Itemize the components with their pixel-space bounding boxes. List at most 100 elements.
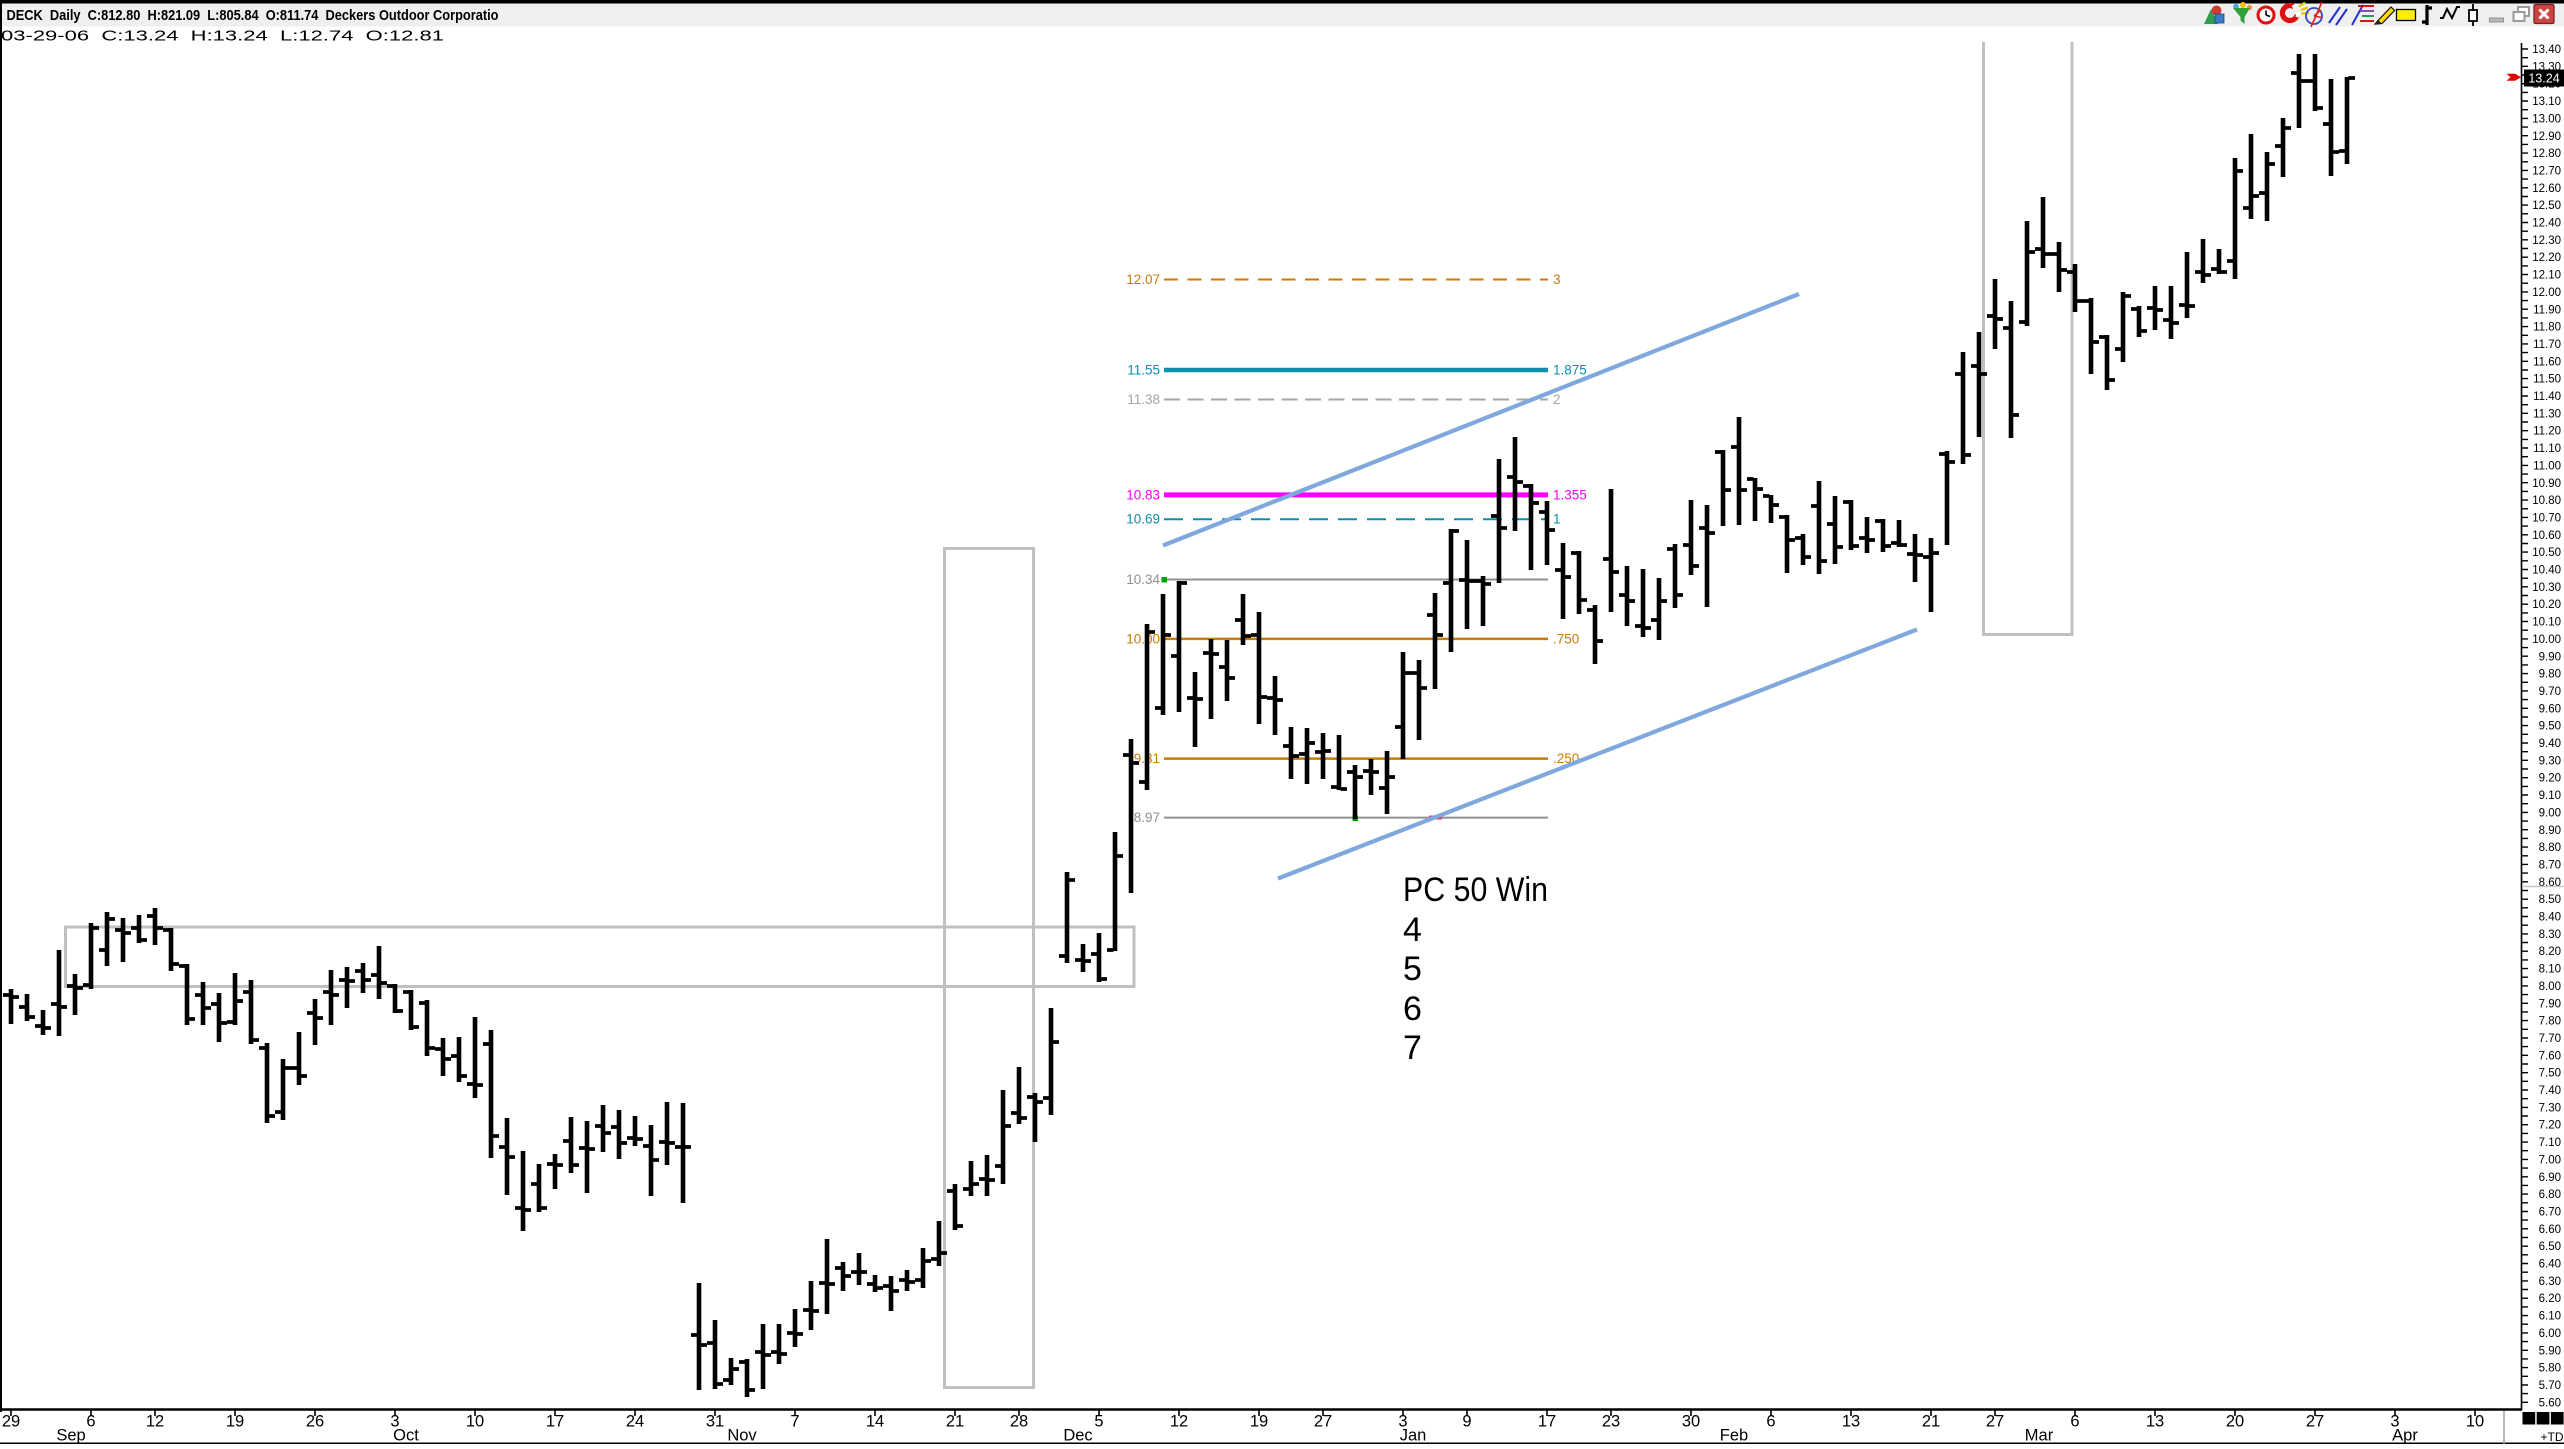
- svg-text:8.30: 8.30: [2539, 929, 2561, 941]
- svg-text:7.90: 7.90: [2539, 998, 2561, 1010]
- svg-text:9.30: 9.30: [2539, 755, 2561, 767]
- svg-text:10.30: 10.30: [2532, 582, 2561, 594]
- svg-text:11.80: 11.80: [2533, 322, 2561, 334]
- svg-text:7.50: 7.50: [2539, 1068, 2561, 1080]
- svg-text:6.00: 6.00: [2539, 1328, 2561, 1340]
- svg-text:Dec: Dec: [1063, 1427, 1092, 1445]
- svg-text:12.40: 12.40: [2532, 218, 2561, 230]
- svg-text:5.70: 5.70: [2539, 1380, 2561, 1392]
- svg-text:3: 3: [2390, 1413, 2399, 1431]
- svg-text:13.10: 13.10: [2532, 96, 2561, 108]
- svg-text:6.90: 6.90: [2539, 1172, 2561, 1184]
- svg-text:12.10: 12.10: [2532, 270, 2561, 282]
- svg-text:21: 21: [1922, 1413, 1940, 1431]
- svg-text:8.10: 8.10: [2539, 964, 2561, 976]
- svg-text:31: 31: [706, 1413, 724, 1431]
- svg-text:.750: .750: [1553, 631, 1579, 646]
- svg-text:10.34: 10.34: [1126, 572, 1160, 587]
- svg-text:21: 21: [946, 1413, 964, 1431]
- svg-text:12.07: 12.07: [1126, 272, 1160, 287]
- svg-text:13: 13: [1842, 1413, 1860, 1431]
- svg-text:Sep: Sep: [56, 1427, 85, 1445]
- svg-text:9: 9: [1462, 1413, 1471, 1431]
- svg-text:8.00: 8.00: [2539, 981, 2561, 993]
- svg-text:7.60: 7.60: [2539, 1050, 2561, 1062]
- svg-text:Oct: Oct: [393, 1427, 419, 1445]
- svg-text:7.30: 7.30: [2539, 1102, 2561, 1114]
- svg-text:12.70: 12.70: [2532, 166, 2561, 178]
- svg-text:7: 7: [790, 1413, 799, 1431]
- svg-text:9.90: 9.90: [2539, 651, 2561, 663]
- svg-text:11.10: 11.10: [2533, 443, 2561, 455]
- svg-text:9.40: 9.40: [2539, 738, 2561, 750]
- svg-text:12.90: 12.90: [2532, 131, 2561, 143]
- svg-text:7.70: 7.70: [2539, 1033, 2561, 1045]
- svg-text:10.70: 10.70: [2532, 513, 2561, 525]
- svg-text:8.97: 8.97: [1134, 810, 1160, 825]
- svg-text:11.60: 11.60: [2533, 356, 2561, 368]
- svg-text:6.30: 6.30: [2539, 1276, 2561, 1288]
- svg-text:Jan: Jan: [1400, 1427, 1427, 1445]
- svg-text:10.40: 10.40: [2532, 565, 2561, 577]
- svg-text:Mar: Mar: [2025, 1427, 2054, 1445]
- svg-text:26: 26: [306, 1413, 324, 1431]
- svg-text:10.69: 10.69: [1126, 512, 1160, 527]
- svg-text:9.20: 9.20: [2539, 773, 2561, 785]
- svg-text:11.55: 11.55: [1127, 363, 1160, 378]
- svg-text:11.40: 11.40: [2533, 391, 2561, 403]
- svg-text:8.90: 8.90: [2539, 825, 2561, 837]
- svg-text:9.80: 9.80: [2539, 669, 2561, 681]
- svg-text:6: 6: [2070, 1413, 2079, 1431]
- svg-text:9.00: 9.00: [2539, 807, 2561, 819]
- svg-text:11.90: 11.90: [2533, 304, 2561, 316]
- svg-text:14: 14: [866, 1413, 884, 1431]
- svg-text:23: 23: [1602, 1413, 1620, 1431]
- svg-text:10.90: 10.90: [2532, 478, 2561, 490]
- svg-text:6: 6: [86, 1413, 95, 1431]
- svg-text:6.70: 6.70: [2539, 1207, 2561, 1219]
- svg-text:6.60: 6.60: [2539, 1224, 2561, 1236]
- svg-text:9.70: 9.70: [2539, 686, 2561, 698]
- svg-text:10.60: 10.60: [2532, 530, 2561, 542]
- svg-text:+TD: +TD: [2540, 1430, 2563, 1444]
- svg-text:12.30: 12.30: [2532, 235, 2561, 247]
- svg-text:8.40: 8.40: [2539, 912, 2561, 924]
- svg-text:5: 5: [1403, 950, 1422, 988]
- svg-text:7.00: 7.00: [2539, 1154, 2561, 1166]
- svg-text:24: 24: [626, 1413, 644, 1431]
- svg-text:2: 2: [1553, 392, 1561, 407]
- svg-text:29: 29: [2, 1413, 20, 1431]
- svg-text:17: 17: [1538, 1413, 1556, 1431]
- svg-text:Feb: Feb: [1720, 1427, 1748, 1445]
- svg-text:4: 4: [1403, 911, 1422, 949]
- svg-text:11.20: 11.20: [2533, 426, 2561, 438]
- svg-text:10.83: 10.83: [1126, 487, 1160, 502]
- svg-text:10.00: 10.00: [1126, 631, 1160, 646]
- svg-text:DECK Daily C:812.80 H:821.0: DECK Daily C:812.80 H:821.09 L:805.84 O:…: [7, 7, 499, 24]
- svg-text:6.40: 6.40: [2539, 1259, 2561, 1271]
- svg-text:1: 1: [1553, 512, 1561, 527]
- svg-text:11.50: 11.50: [2533, 374, 2561, 386]
- svg-text:12.20: 12.20: [2532, 252, 2561, 264]
- svg-text:6.50: 6.50: [2539, 1241, 2561, 1253]
- svg-text:8.70: 8.70: [2539, 860, 2561, 872]
- svg-text:5.90: 5.90: [2539, 1345, 2561, 1357]
- svg-text:7.80: 7.80: [2539, 1016, 2561, 1028]
- svg-text:12.80: 12.80: [2532, 148, 2561, 160]
- svg-text:PC 50 Win: PC 50 Win: [1403, 871, 1548, 909]
- svg-text:9.60: 9.60: [2539, 703, 2561, 715]
- svg-text:10.20: 10.20: [2532, 599, 2561, 611]
- svg-text:8.80: 8.80: [2539, 842, 2561, 854]
- svg-text:13.24: 13.24: [2528, 72, 2559, 86]
- svg-text:11.30: 11.30: [2533, 408, 2561, 420]
- svg-text:30: 30: [1682, 1413, 1700, 1431]
- svg-text:6: 6: [1766, 1413, 1775, 1431]
- svg-text:12: 12: [146, 1413, 164, 1431]
- svg-text:5.60: 5.60: [2539, 1397, 2561, 1409]
- svg-text:6: 6: [1403, 990, 1422, 1028]
- svg-text:1.355: 1.355: [1553, 487, 1587, 502]
- svg-text:Apr: Apr: [2392, 1427, 2418, 1445]
- svg-text:9.10: 9.10: [2539, 790, 2561, 802]
- svg-text:10: 10: [466, 1413, 484, 1431]
- svg-text:11.00: 11.00: [2533, 460, 2561, 472]
